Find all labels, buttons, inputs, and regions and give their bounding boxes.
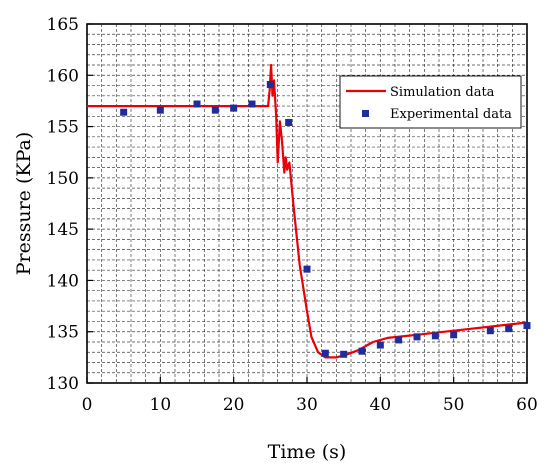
experimental-data-point: [376, 341, 384, 349]
experimental-data-point: [340, 350, 348, 358]
experimental-data-point: [193, 100, 201, 108]
legend-marker-experimental: [362, 110, 369, 117]
x-axis-title: Time (s): [268, 441, 347, 463]
legend-label-experimental: Experimental data: [390, 107, 512, 122]
y-tick-label: 145: [47, 220, 79, 240]
experimental-data-point: [230, 104, 238, 112]
experimental-data-point: [486, 327, 494, 335]
experimental-data-point: [120, 108, 128, 116]
x-tick-label: 30: [296, 395, 318, 415]
experimental-data-point: [266, 81, 274, 89]
experimental-data-point: [431, 332, 439, 340]
y-axis-title: Pressure (KPa): [13, 132, 35, 276]
legend-label-simulation: Simulation data: [390, 85, 495, 100]
x-tick-label: 60: [516, 395, 538, 415]
x-tick-label: 10: [150, 395, 172, 415]
x-tick-label: 40: [370, 395, 392, 415]
experimental-data-point: [523, 322, 531, 330]
experimental-data-point: [413, 333, 421, 341]
experimental-data-point: [395, 336, 403, 344]
y-tick-label: 155: [47, 118, 79, 138]
y-tick-label: 150: [47, 169, 79, 189]
experimental-data-point: [450, 331, 458, 339]
experimental-data-point: [303, 265, 311, 273]
experimental-data-point: [285, 118, 293, 126]
y-tick-label: 130: [47, 374, 79, 394]
experimental-data-point: [505, 325, 513, 333]
y-tick-label: 165: [47, 15, 79, 35]
x-tick-label: 50: [443, 395, 465, 415]
y-tick-label: 135: [47, 323, 79, 343]
experimental-data-point: [321, 349, 329, 357]
x-tick-label: 20: [223, 395, 245, 415]
experimental-data-point: [211, 106, 219, 114]
y-tick-label: 140: [47, 271, 79, 291]
y-tick-label: 160: [47, 66, 79, 86]
experimental-data-point: [358, 347, 366, 355]
experimental-data-point: [156, 106, 164, 114]
legend-box: [339, 75, 522, 129]
x-tick-label: 0: [82, 395, 93, 415]
experimental-data-point: [248, 100, 256, 108]
